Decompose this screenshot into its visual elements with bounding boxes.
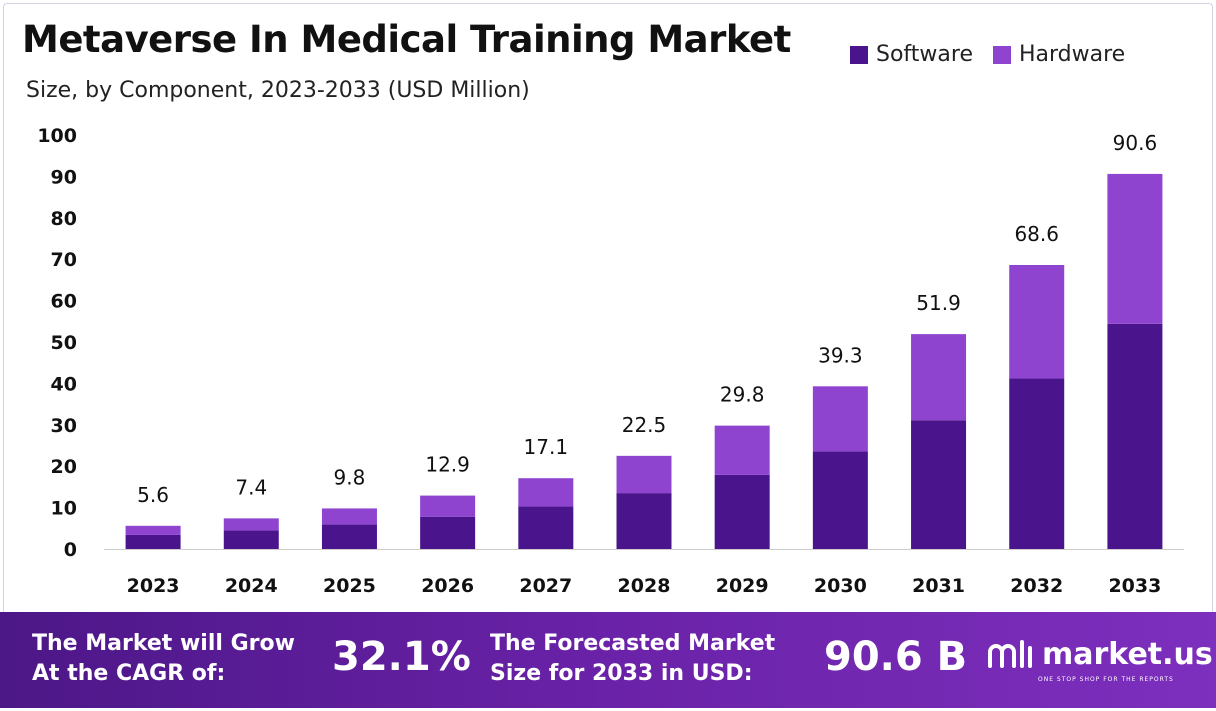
x-tick-label-2027: 2027 (519, 575, 572, 597)
bar-hardware-2024 (223, 518, 279, 531)
bar-software-2028 (616, 493, 672, 549)
y-tick-label: 10 (51, 498, 77, 520)
total-label-2032: 68.6 (1014, 222, 1059, 246)
x-tick-label-2033: 2033 (1108, 575, 1161, 597)
chart-legend: Software Hardware (850, 42, 1125, 67)
total-label-2027: 17.1 (524, 435, 569, 459)
cagr-label: The Market will Grow At the CAGR of: (32, 629, 295, 689)
bar-software-2033 (1107, 323, 1163, 549)
legend-swatch-hardware (992, 45, 1011, 64)
total-label-2026: 12.9 (425, 453, 470, 477)
total-label-2025: 9.8 (334, 465, 366, 489)
chart-card: Metaverse In Medical Training Market Siz… (3, 3, 1213, 705)
x-tick-label-2024: 2024 (225, 575, 278, 597)
cagr-label-line-2: At the CAGR of: (32, 661, 226, 686)
cagr-value: 32.1% (332, 634, 471, 680)
x-tick-label-2025: 2025 (323, 575, 376, 597)
total-label-2024: 7.4 (235, 475, 267, 499)
y-tick-label: 60 (51, 291, 77, 313)
forecast-label-line-2: Size for 2033 in USD: (490, 661, 753, 686)
x-tick-label-2032: 2032 (1010, 575, 1063, 597)
bar-hardware-2027 (518, 478, 574, 507)
total-label-2023: 5.6 (137, 483, 169, 507)
total-label-2031: 51.9 (916, 291, 961, 315)
bar-hardware-2032 (1009, 264, 1065, 379)
x-tick-label-2028: 2028 (618, 575, 671, 597)
cagr-label-line-1: The Market will Grow (32, 631, 295, 656)
bar-hardware-2025 (321, 508, 377, 525)
bar-hardware-2028 (616, 455, 672, 494)
x-tick-label-2029: 2029 (716, 575, 769, 597)
bar-software-2030 (812, 451, 868, 549)
x-tick-label-2026: 2026 (421, 575, 474, 597)
total-label-2030: 39.3 (818, 343, 863, 367)
x-tick-label-2023: 2023 (127, 575, 180, 597)
bar-software-2031 (911, 420, 967, 549)
chart-title: Metaverse In Medical Training Market (22, 18, 791, 61)
y-tick-label: 90 (51, 166, 77, 188)
footer-banner: The Market will Grow At the CAGR of: 32.… (0, 612, 1216, 708)
forecast-value: 90.6 B (824, 634, 968, 680)
forecast-label: The Forecasted Market Size for 2033 in U… (490, 629, 775, 689)
legend-item-hardware: Hardware (992, 42, 1126, 67)
legend-item-software: Software (850, 42, 973, 67)
total-label-2028: 22.5 (622, 413, 667, 437)
bar-software-2026 (420, 516, 476, 549)
bar-software-2025 (321, 524, 377, 549)
total-label-2029: 29.8 (720, 383, 765, 407)
brand-tagline: ONE STOP SHOP FOR THE REPORTS (1038, 676, 1174, 683)
bar-hardware-2023 (125, 525, 181, 535)
y-tick-label: 40 (51, 373, 77, 395)
bar-software-2023 (125, 534, 181, 549)
brand-name: market.us (1042, 636, 1213, 672)
y-tick-label: 30 (51, 415, 77, 437)
legend-swatch-software (850, 45, 868, 64)
total-label-2033: 90.6 (1113, 131, 1158, 155)
x-tick-label-2030: 2030 (814, 575, 867, 597)
forecast-label-line-1: The Forecasted Market (490, 631, 776, 656)
bar-hardware-2029 (714, 425, 770, 475)
brand-logo: market.us ONE STOP SHOP FOR THE REPORTS (986, 636, 1213, 683)
bar-software-2032 (1009, 378, 1065, 549)
bar-software-2027 (518, 506, 574, 549)
legend-label-software: Software (876, 42, 973, 67)
legend-label-hardware: Hardware (1018, 42, 1126, 67)
y-tick-label: 50 (51, 332, 77, 354)
bar-hardware-2030 (812, 386, 868, 452)
y-tick-label: 0 (64, 539, 77, 561)
bar-software-2029 (714, 474, 770, 549)
y-tick-label: 80 (51, 208, 77, 230)
y-tick-label: 100 (37, 125, 77, 147)
bar-hardware-2033 (1107, 173, 1163, 324)
market-us-logo-icon (988, 640, 1032, 668)
bar-hardware-2031 (911, 334, 967, 421)
bar-chart: 01020304050607080901005.620237.420249.82… (37, 125, 1184, 597)
x-tick-label-2031: 2031 (912, 575, 965, 597)
bar-hardware-2026 (420, 495, 476, 517)
chart-subtitle: Size, by Component, 2023-2033 (USD Milli… (26, 78, 530, 103)
y-tick-label: 70 (51, 249, 77, 271)
y-tick-label: 20 (51, 456, 77, 478)
bar-software-2024 (223, 530, 279, 549)
